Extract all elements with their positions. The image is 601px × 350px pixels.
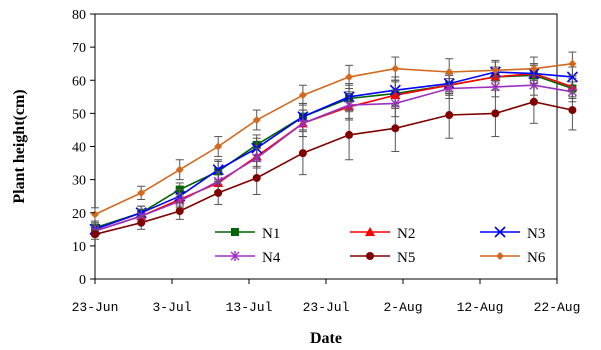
legend-entry-n2: N2 [350, 226, 415, 242]
data-point [566, 71, 578, 83]
data-point [298, 149, 307, 158]
y-tick-label: 50 [72, 107, 86, 122]
data-point [175, 165, 184, 174]
data-point [391, 64, 400, 73]
legend-entry-n6: N6 [480, 250, 546, 266]
y-tick-label: 20 [72, 207, 86, 222]
x-axis-title: Date [310, 330, 342, 347]
legend-label: N2 [397, 226, 415, 242]
data-point [391, 124, 400, 133]
legend-entry-n5: N5 [350, 250, 415, 266]
legend-label: N1 [262, 226, 280, 242]
y-tick-label: 0 [79, 273, 86, 288]
legend-label: N3 [527, 226, 545, 242]
plot-area [94, 13, 558, 280]
data-point [491, 109, 500, 118]
series-line [94, 84, 573, 232]
series-n6 [91, 51, 577, 222]
y-tick-label: 70 [72, 41, 86, 56]
x-tick-label: 3-Jul [152, 300, 191, 315]
data-point [491, 66, 500, 75]
x-tick-label: 22-Aug [534, 300, 581, 315]
legend-entry-n3: N3 [480, 226, 545, 242]
x-tick-label: 2-Aug [383, 300, 422, 315]
legend: N1 N2 N3 N4 N5 N6 [215, 226, 546, 266]
series-line [94, 62, 573, 216]
data-point [252, 116, 261, 124]
data-point [298, 118, 308, 129]
y-tick-label: 40 [72, 141, 86, 156]
data-point [214, 142, 223, 151]
series-layer [89, 51, 578, 240]
data-point [214, 188, 223, 197]
data-point [529, 64, 538, 73]
data-point [212, 164, 224, 176]
y-tick-label: 80 [72, 8, 86, 23]
series-n5 [91, 79, 577, 240]
data-point [298, 91, 307, 100]
x-tick-label: 23-Jun [72, 300, 119, 315]
x-tick-label: 12-Aug [457, 300, 504, 315]
y-tick-label: 60 [72, 74, 86, 89]
data-point [91, 230, 99, 239]
data-point [137, 188, 146, 197]
axes: 0 10 20 30 40 50 60 70 80 23-Jun 3-Jul 13-Jul 23-Jul… [72, 8, 581, 315]
legend-marker [230, 251, 240, 261]
data-point [445, 67, 454, 76]
legend-label: N4 [262, 250, 281, 266]
series-line [94, 100, 573, 236]
legend-marker [496, 252, 504, 260]
legend-marker [231, 228, 239, 236]
data-point [529, 97, 538, 106]
series-line [94, 71, 573, 231]
data-point [175, 207, 184, 216]
y-tick-label: 30 [72, 174, 86, 189]
legend-label: N5 [397, 250, 415, 266]
data-point [345, 130, 354, 139]
data-point [137, 218, 146, 227]
data-point [445, 111, 454, 120]
data-point [252, 173, 261, 182]
data-point [568, 106, 577, 115]
data-point [568, 59, 577, 68]
x-tick-label: 13-Jul [226, 300, 273, 315]
y-tick-label: 10 [72, 240, 86, 255]
legend-label: N6 [527, 250, 546, 266]
legend-entry-n4: N4 [215, 250, 281, 266]
legend-marker [494, 226, 506, 238]
data-point [344, 100, 354, 111]
y-axis-title: Plant height(cm) [11, 89, 28, 203]
data-point [345, 72, 354, 81]
legend-entry-n1: N1 [215, 226, 280, 242]
legend-marker [365, 227, 375, 236]
legend-marker [366, 252, 374, 260]
plot-frame [94, 13, 558, 280]
x-tick-label: 23-Jul [303, 300, 350, 315]
